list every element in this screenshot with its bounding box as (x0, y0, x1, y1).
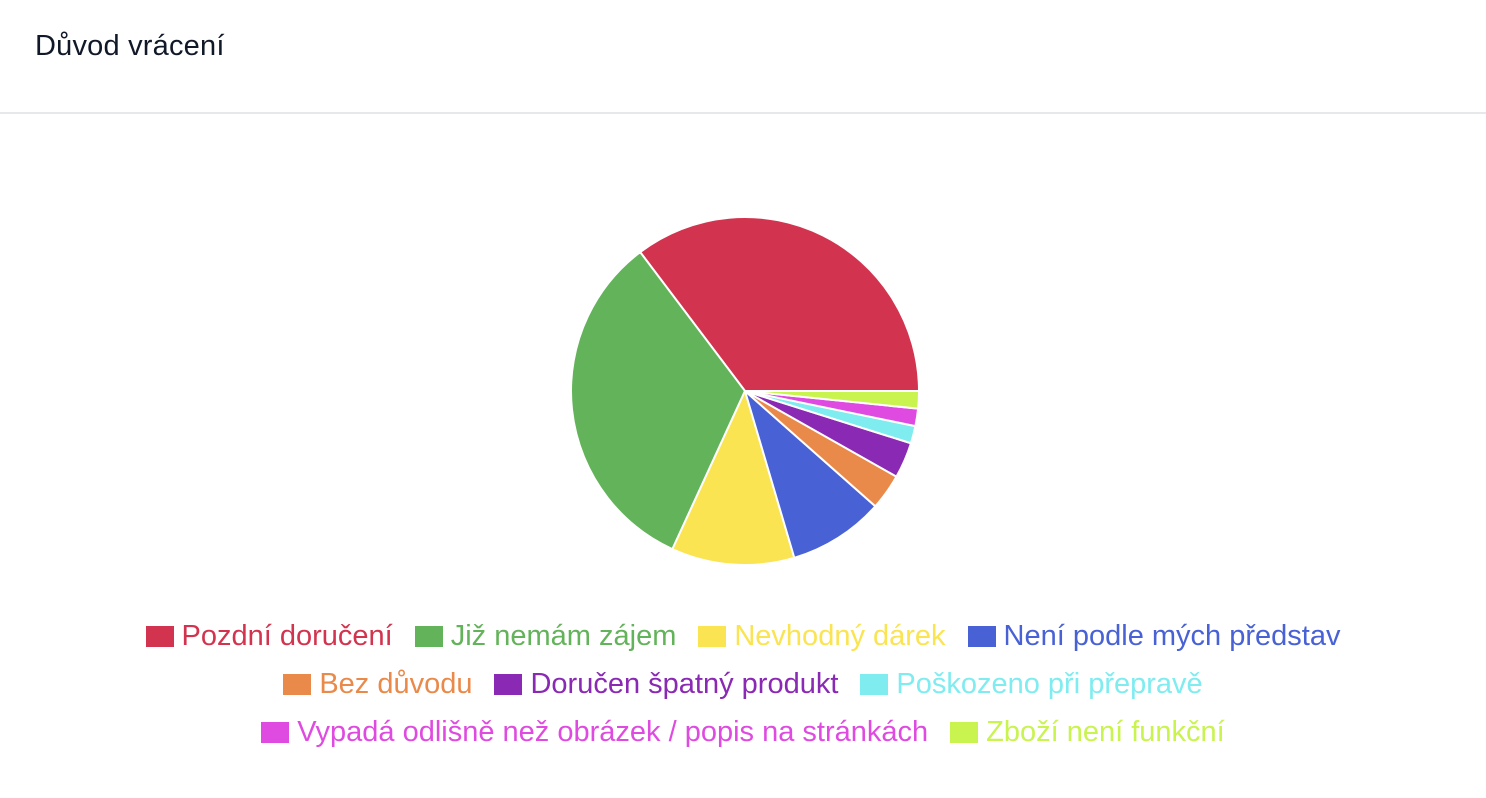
chart-legend: Pozdní doručení Již nemám zájem Nevhodný d… (0, 612, 1486, 756)
legend-label: Zboží není funkční (986, 716, 1225, 749)
legend-label: Vypadá odlišně než obrázek / popis na st… (297, 716, 928, 749)
card-header: Důvod vrácení (0, 0, 1486, 114)
legend-item[interactable]: Doručen špatný produkt (494, 668, 838, 701)
legend-item[interactable]: Vypadá odlišně než obrázek / popis na st… (261, 716, 928, 749)
legend-row: Pozdní doručení Již nemám zájem Nevhodný d… (0, 612, 1486, 660)
legend-item[interactable]: Zboží není funkční (950, 716, 1225, 749)
legend-row: Vypadá odlišně než obrázek / popis na st… (0, 708, 1486, 756)
chart-title: Důvod vrácení (35, 30, 225, 63)
legend-item[interactable]: Bez důvodu (283, 668, 472, 701)
legend-label: Doručen špatný produkt (530, 668, 838, 701)
legend-label: Pozdní doručení (182, 620, 393, 653)
legend-label: Již nemám zájem (451, 620, 677, 653)
legend-row: Bez důvodu Doručen špatný produkt Poškozen… (0, 660, 1486, 708)
chart-area: Pozdní doručení Již nemám zájem Nevhodný d… (0, 116, 1486, 798)
legend-swatch (698, 626, 726, 647)
legend-swatch (415, 626, 443, 647)
legend-swatch (261, 722, 289, 743)
legend-item[interactable]: Pozdní doručení (146, 620, 393, 653)
legend-label: Poškozeno při přepravě (896, 668, 1202, 701)
legend-label: Nevhodný dárek (734, 620, 945, 653)
legend-item[interactable]: Již nemám zájem (415, 620, 677, 653)
legend-swatch (860, 674, 888, 695)
legend-label: Bez důvodu (319, 668, 472, 701)
legend-swatch (950, 722, 978, 743)
legend-item[interactable]: Nevhodný dárek (698, 620, 945, 653)
legend-swatch (494, 674, 522, 695)
legend-swatch (968, 626, 996, 647)
pie-slices (571, 217, 919, 565)
pie-chart (0, 116, 1486, 596)
legend-label: Není podle mých představ (1004, 620, 1341, 653)
legend-item[interactable]: Není podle mých představ (968, 620, 1341, 653)
legend-item[interactable]: Poškozeno při přepravě (860, 668, 1202, 701)
legend-swatch (283, 674, 311, 695)
legend-swatch (146, 626, 174, 647)
